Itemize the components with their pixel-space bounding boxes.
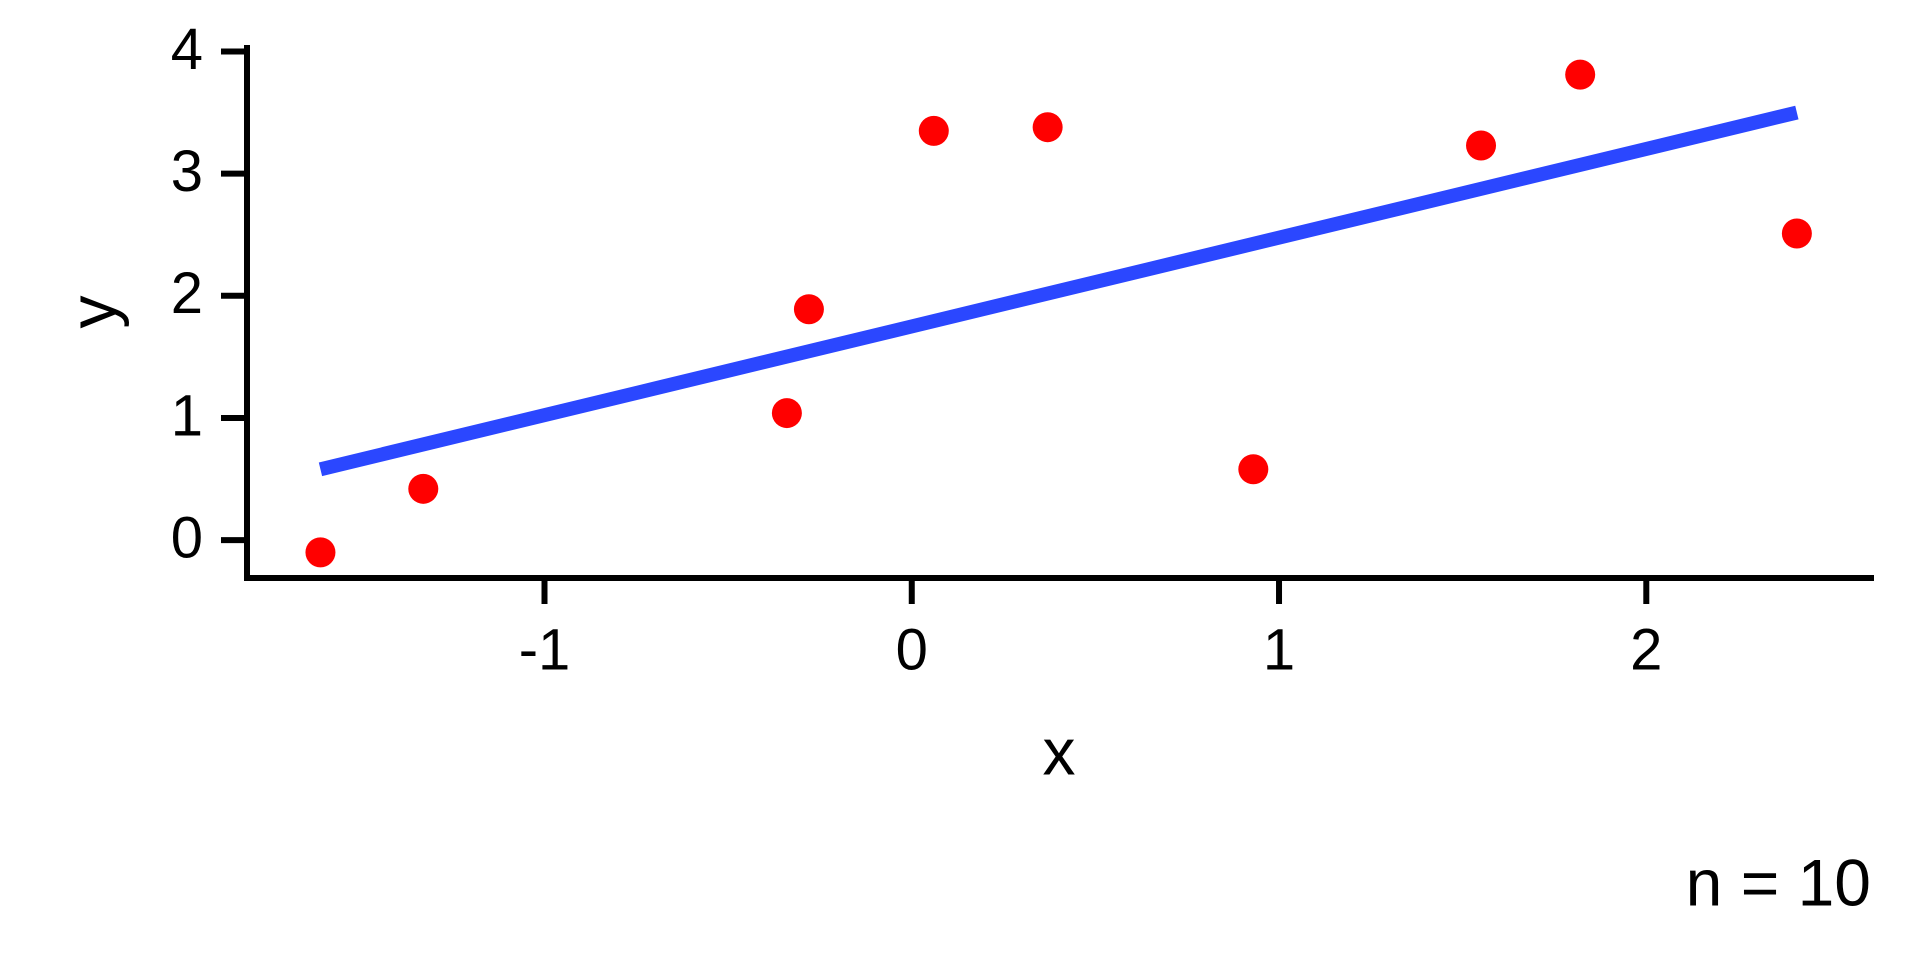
point — [918, 115, 949, 146]
y-tick-label: 0 — [171, 505, 203, 570]
point — [793, 294, 824, 325]
y-tick-label: 3 — [171, 139, 203, 204]
y-tick-label: 2 — [171, 261, 203, 326]
point — [1032, 112, 1063, 143]
x-tick-label: 1 — [1263, 617, 1295, 682]
point — [1781, 218, 1812, 249]
annotation: n = 10 — [1686, 845, 1871, 919]
point — [305, 537, 336, 568]
point — [408, 473, 439, 504]
x-tick-label: -1 — [519, 617, 571, 682]
x-axis-label: x — [1043, 714, 1076, 788]
y-tick-label: 1 — [171, 383, 203, 448]
x-tick-label: 2 — [1630, 617, 1662, 682]
point — [1238, 454, 1269, 485]
fit-line — [318, 105, 1799, 477]
point — [771, 398, 802, 429]
x-tick-label: 0 — [896, 617, 928, 682]
y-axis-label: y — [55, 296, 129, 329]
point — [1466, 130, 1497, 161]
point — [1565, 59, 1596, 90]
y-tick-label: 4 — [171, 17, 203, 82]
